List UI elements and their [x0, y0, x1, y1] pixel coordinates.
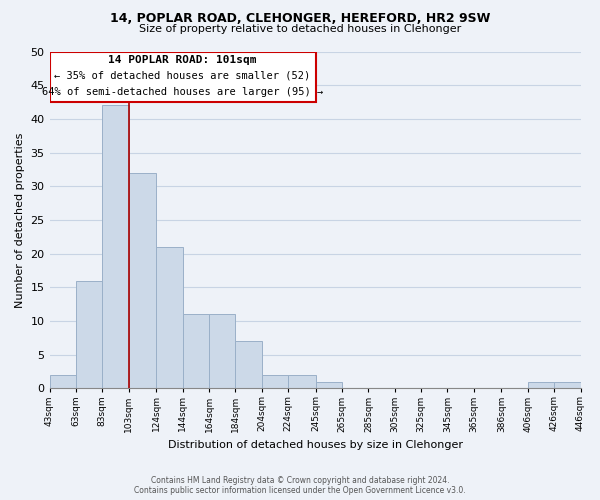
Bar	[156, 247, 182, 388]
Bar	[316, 382, 342, 388]
Bar	[262, 375, 288, 388]
FancyBboxPatch shape	[50, 52, 316, 102]
Text: 14, POPLAR ROAD, CLEHONGER, HEREFORD, HR2 9SW: 14, POPLAR ROAD, CLEHONGER, HEREFORD, HR…	[110, 12, 490, 26]
Bar	[235, 341, 262, 388]
Text: 14 POPLAR ROAD: 101sqm: 14 POPLAR ROAD: 101sqm	[109, 55, 257, 65]
Bar	[50, 375, 76, 388]
Bar	[288, 375, 316, 388]
Bar	[528, 382, 554, 388]
Bar	[102, 106, 128, 389]
Bar	[554, 382, 581, 388]
Text: Contains HM Land Registry data © Crown copyright and database right 2024.
Contai: Contains HM Land Registry data © Crown c…	[134, 476, 466, 495]
Bar	[182, 314, 209, 388]
Text: Size of property relative to detached houses in Clehonger: Size of property relative to detached ho…	[139, 24, 461, 34]
Y-axis label: Number of detached properties: Number of detached properties	[15, 132, 25, 308]
Bar	[128, 173, 156, 388]
Bar	[76, 280, 102, 388]
Bar	[209, 314, 235, 388]
X-axis label: Distribution of detached houses by size in Clehonger: Distribution of detached houses by size …	[167, 440, 463, 450]
Text: 64% of semi-detached houses are larger (95) →: 64% of semi-detached houses are larger (…	[42, 86, 323, 97]
Text: ← 35% of detached houses are smaller (52): ← 35% of detached houses are smaller (52…	[55, 70, 311, 81]
